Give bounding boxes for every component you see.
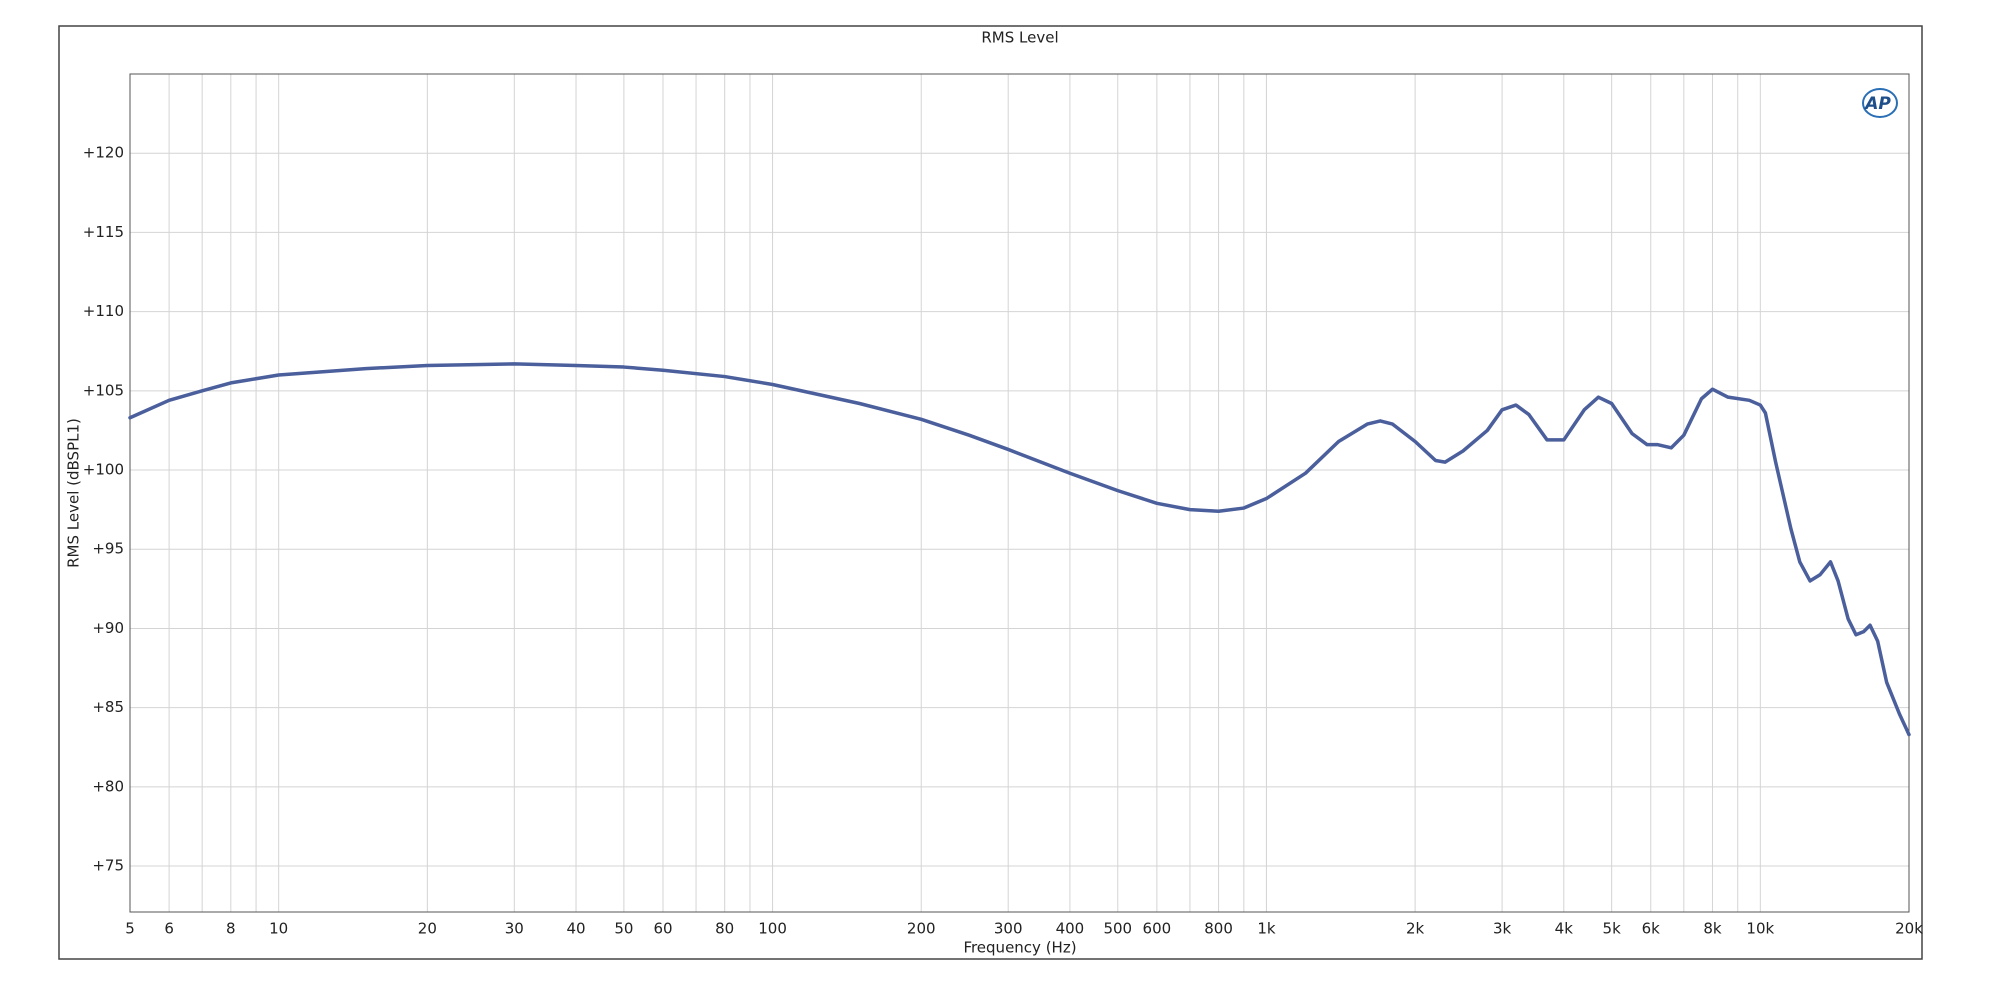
x-tick-label: 800 xyxy=(1204,920,1233,938)
x-tick-label: 2k xyxy=(1406,920,1425,938)
x-tick-label: 30 xyxy=(505,920,524,938)
y-tick-label: +120 xyxy=(83,144,124,162)
x-tick-label: 40 xyxy=(566,920,585,938)
y-tick-label: +105 xyxy=(83,381,124,399)
data-line xyxy=(128,362,1911,737)
x-axis-label: Frequency (Hz) xyxy=(963,939,1076,957)
y-tick-label: +115 xyxy=(83,223,124,241)
y-tick-label: +80 xyxy=(92,777,124,795)
x-tick-label: 100 xyxy=(758,920,787,938)
x-tick-label: 10 xyxy=(269,920,288,938)
y-tick-label: +85 xyxy=(92,698,124,716)
x-tick-label: 400 xyxy=(1056,920,1085,938)
x-tick-label: 8k xyxy=(1703,920,1722,938)
x-tick-label: 6k xyxy=(1642,920,1661,938)
x-tick-label: 200 xyxy=(907,920,936,938)
x-tick-label: 20k xyxy=(1895,920,1923,938)
x-tick-label: 500 xyxy=(1103,920,1132,938)
x-tick-label: 20 xyxy=(418,920,437,938)
logo-ring xyxy=(1862,88,1898,118)
y-axis-label: RMS Level (dBSPL1) xyxy=(65,418,83,568)
x-tick-label: 60 xyxy=(653,920,672,938)
y-tick-label: +90 xyxy=(92,619,124,637)
x-tick-label: 300 xyxy=(994,920,1023,938)
x-tick-label: 600 xyxy=(1143,920,1172,938)
logo-text: AP xyxy=(1863,94,1891,114)
x-tick-label: 5k xyxy=(1603,920,1622,938)
x-tick-label: 4k xyxy=(1555,920,1574,938)
x-tick-label: 3k xyxy=(1493,920,1512,938)
plot-frame xyxy=(129,73,1910,913)
y-tick-label: +75 xyxy=(92,857,124,875)
x-tick-label: 1k xyxy=(1257,920,1276,938)
logo: AP xyxy=(1862,88,1898,118)
y-tick-label: +95 xyxy=(92,540,124,558)
x-tick-label: 10k xyxy=(1746,920,1774,938)
x-tick-label: 50 xyxy=(614,920,633,938)
x-tick-label: 5 xyxy=(125,920,135,938)
chart-frame xyxy=(58,25,1923,960)
y-tick-label: +110 xyxy=(83,302,124,320)
x-tick-label: 8 xyxy=(226,920,236,938)
y-tick-label: +100 xyxy=(83,461,124,479)
chart-title: RMS Level xyxy=(981,29,1058,47)
x-tick-label: 6 xyxy=(164,920,174,938)
x-tick-label: 80 xyxy=(715,920,734,938)
